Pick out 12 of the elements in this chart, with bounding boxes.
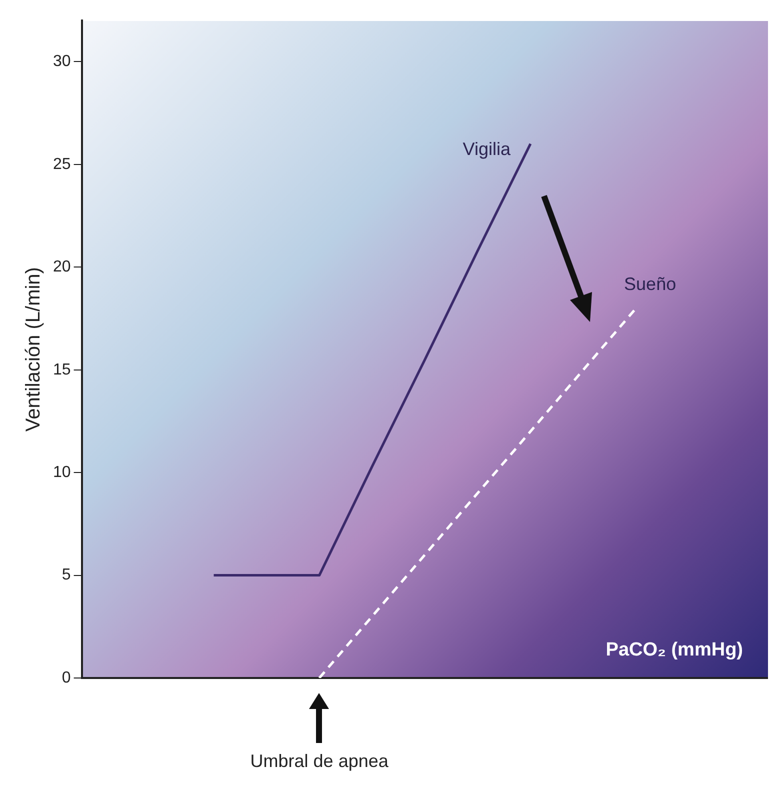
x-axis-title: PaCO₂ (mmHg) [606, 640, 743, 661]
series-label: Vigilia [462, 138, 512, 159]
y-tick-label: 10 [53, 464, 71, 481]
y-tick-label: 30 [53, 53, 71, 70]
y-tick-label: 20 [53, 258, 71, 276]
y-tick-label: 15 [53, 361, 71, 378]
y-tick-label: 25 [53, 156, 71, 173]
y-tick-label: 5 [62, 566, 71, 584]
series-label: Sueño [624, 274, 676, 294]
text: Umbral de apnea [250, 750, 390, 771]
y-tick-label: 0 [62, 669, 71, 686]
y-axis-title: Ventilación (L/min) [22, 267, 45, 432]
